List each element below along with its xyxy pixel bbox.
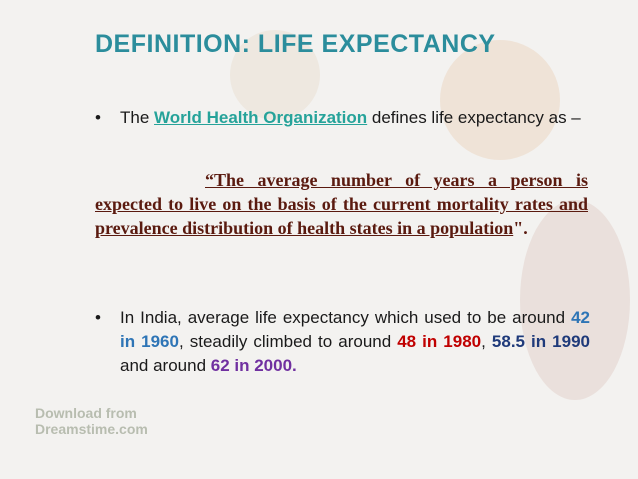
text: In India, average life expectancy which … xyxy=(120,308,572,327)
bullet: The World Health Organization defines li… xyxy=(95,106,590,130)
background-shape xyxy=(230,30,320,120)
highlight: 42 in 1960 xyxy=(120,308,590,351)
text: , xyxy=(481,332,492,351)
watermark-text: Download from xyxy=(35,405,137,421)
text: defines life expectancy as – xyxy=(367,108,581,127)
highlight: 48 in 1980 xyxy=(397,332,482,351)
slide-title: DEFINITION: LIFE EXPECTANCY xyxy=(95,30,496,58)
text: , steadily climbed to around xyxy=(178,332,398,351)
bullet: In India, average life expectancy which … xyxy=(95,306,590,378)
quote-end: ". xyxy=(513,218,528,238)
highlight: 62 in 2000. xyxy=(210,356,297,375)
text: and around xyxy=(120,356,211,375)
watermark: Download from Dreamstime.com xyxy=(35,405,148,437)
background-shape xyxy=(440,40,560,160)
watermark-text: Dreamstime.com xyxy=(35,421,148,437)
quote-text: “The average number of years a person is… xyxy=(95,170,588,238)
highlight: 58.5 in 1990 xyxy=(491,332,590,351)
text: The xyxy=(120,108,155,127)
quote: “The average number of years a person is… xyxy=(95,168,588,240)
link[interactable]: World Health Organization xyxy=(154,108,368,127)
